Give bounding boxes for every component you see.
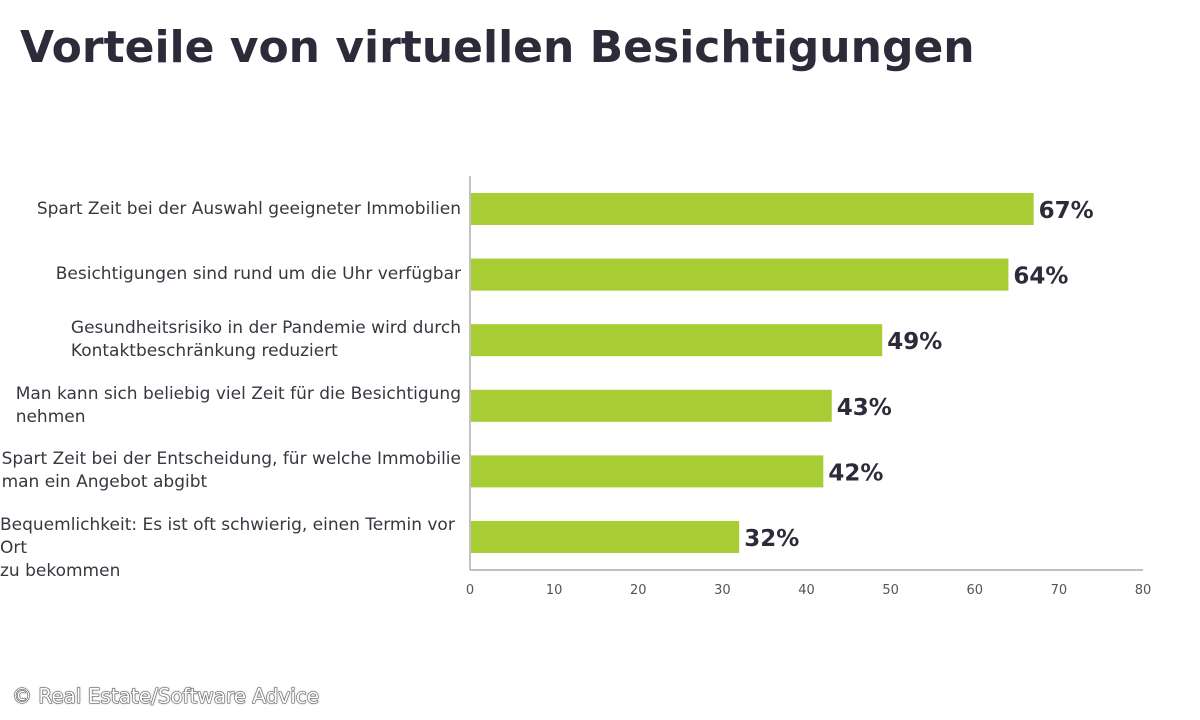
category-label: Gesundheitsrisiko in der Pandemie wird d…: [71, 317, 461, 363]
bar: [471, 193, 1034, 225]
x-tick-label: 0: [466, 583, 474, 598]
bar-value-label: 32%: [744, 526, 799, 552]
category-label-line: Bequemlichkeit: Es ist oft schwierig, ei…: [0, 515, 455, 558]
category-label-line: Spart Zeit bei der Auswahl geeigneter Im…: [36, 198, 461, 219]
x-tick-label: 50: [882, 583, 899, 598]
category-label-line: Besichtigungen sind rund um die Uhr verf…: [55, 264, 461, 285]
category-label-line: Kontaktbeschränkung reduziert: [70, 341, 338, 362]
category-label: Spart Zeit bei der Auswahl geeigneter Im…: [37, 198, 461, 221]
x-tick-label: 80: [1135, 583, 1152, 598]
bar-value-label: 42%: [828, 460, 883, 486]
category-label: Bequemlichkeit: Es ist oft schwierig, ei…: [0, 514, 461, 583]
image-credit: © Real Estate/Software Advice: [11, 684, 320, 709]
x-tick-label: 40: [798, 583, 815, 598]
category-label-line: nehmen: [15, 406, 86, 427]
chart-title: Vorteile von virtuellen Besichtigungen: [20, 22, 975, 73]
category-label-line: man ein Angebot abgibt: [1, 472, 208, 493]
x-tick-label: 10: [546, 583, 563, 598]
bar-value-label: 43%: [837, 395, 892, 421]
bar: [471, 258, 1009, 291]
x-tick-label: 70: [1051, 583, 1068, 598]
x-tick-label: 20: [630, 583, 647, 598]
category-label-line: Spart Zeit bei der Entscheidung, für wel…: [1, 449, 461, 470]
bar-value-label: 49%: [887, 329, 942, 355]
x-tick-label: 60: [966, 583, 983, 598]
category-label-line: Gesundheitsrisiko in der Pandemie wird d…: [70, 318, 461, 339]
axis-layer: 0 10 20 30 40 50 60 70 80: [466, 176, 1151, 598]
category-label: Besichtigungen sind rund um die Uhr verf…: [56, 263, 461, 286]
bar: [471, 389, 832, 422]
category-label: Man kann sich beliebig viel Zeit für die…: [16, 383, 461, 429]
category-label: Spart Zeit bei der Entscheidung, für wel…: [2, 448, 461, 494]
bar: [471, 455, 824, 488]
bar: [471, 521, 740, 553]
bar-value-label: 67%: [1039, 198, 1094, 224]
category-label-line: zu bekommen: [0, 561, 121, 581]
bar: [471, 324, 883, 357]
bars-layer: [471, 193, 1034, 553]
category-label-line: Man kann sich beliebig viel Zeit für die…: [15, 383, 461, 404]
bar-value-label: 64%: [1013, 264, 1068, 290]
value-labels-layer: 67% 64% 49% 43% 42% 32%: [744, 198, 1093, 552]
x-tick-label: 30: [714, 583, 731, 598]
